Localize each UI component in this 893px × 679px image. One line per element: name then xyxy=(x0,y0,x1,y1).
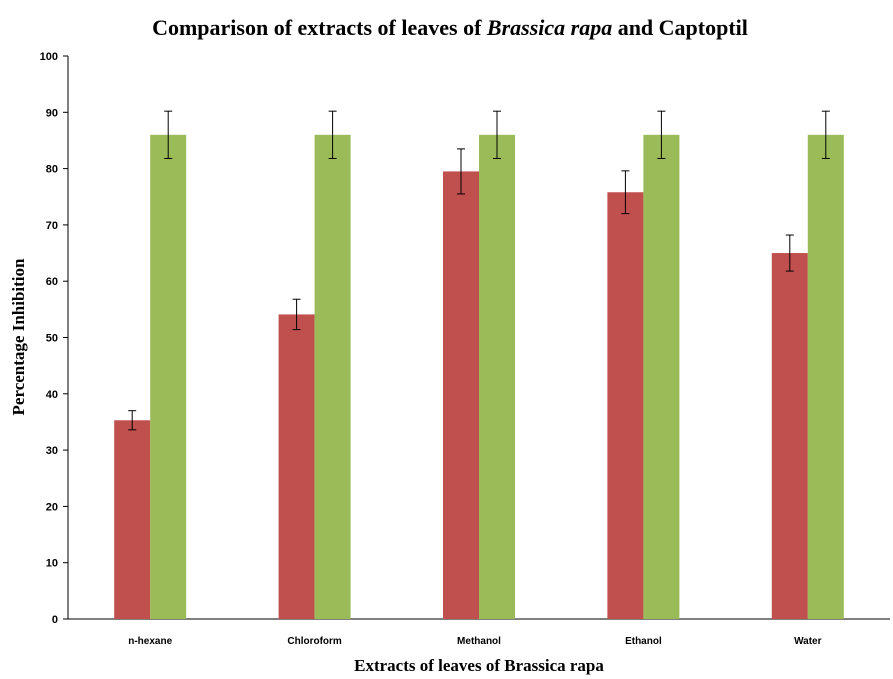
y-tick-label: 0 xyxy=(52,614,58,626)
y-tick-label: 50 xyxy=(46,333,58,345)
bar xyxy=(643,134,680,619)
bar xyxy=(443,171,479,620)
y-tick-label: 10 xyxy=(46,558,58,570)
x-tick-label: n-hexane xyxy=(128,636,172,647)
chart-title-italic: Brassica rapa xyxy=(486,15,612,40)
x-tick-label: Methanol xyxy=(457,636,501,647)
ticks-layer: 0 10 20 30 40 50 60 70 80 90 100 n-hexane Chloroform… xyxy=(40,51,822,647)
y-tick-label: 30 xyxy=(46,445,58,457)
bar xyxy=(479,134,515,619)
bar xyxy=(150,134,187,619)
y-tick-label: 70 xyxy=(46,220,58,232)
chart-title: Comparison of extracts of leaves of Bras… xyxy=(152,15,748,40)
bar xyxy=(278,314,315,619)
bar xyxy=(807,134,844,619)
x-tick-label: Ethanol xyxy=(625,636,662,647)
y-tick-label: 100 xyxy=(40,51,58,63)
chart-title-part: Comparison of extracts of leaves of xyxy=(152,15,487,40)
bar xyxy=(771,253,808,620)
x-tick-label: Chloroform xyxy=(287,636,342,647)
y-tick-label: 80 xyxy=(46,164,58,176)
bar xyxy=(114,420,151,619)
y-axis-label: Percentage Inhibition xyxy=(9,258,28,415)
y-tick-label: 20 xyxy=(46,501,58,513)
bar xyxy=(607,192,644,619)
bar xyxy=(314,134,351,619)
x-axis-label: Extracts of leaves of Brassica rapa xyxy=(354,656,604,675)
chart-title-part: and Captoptil xyxy=(612,15,748,40)
y-tick-label: 60 xyxy=(46,276,58,288)
x-tick-label: Water xyxy=(794,636,822,647)
bars-layer xyxy=(114,110,844,620)
y-tick-label: 90 xyxy=(46,107,58,119)
y-tick-label: 40 xyxy=(46,389,58,401)
